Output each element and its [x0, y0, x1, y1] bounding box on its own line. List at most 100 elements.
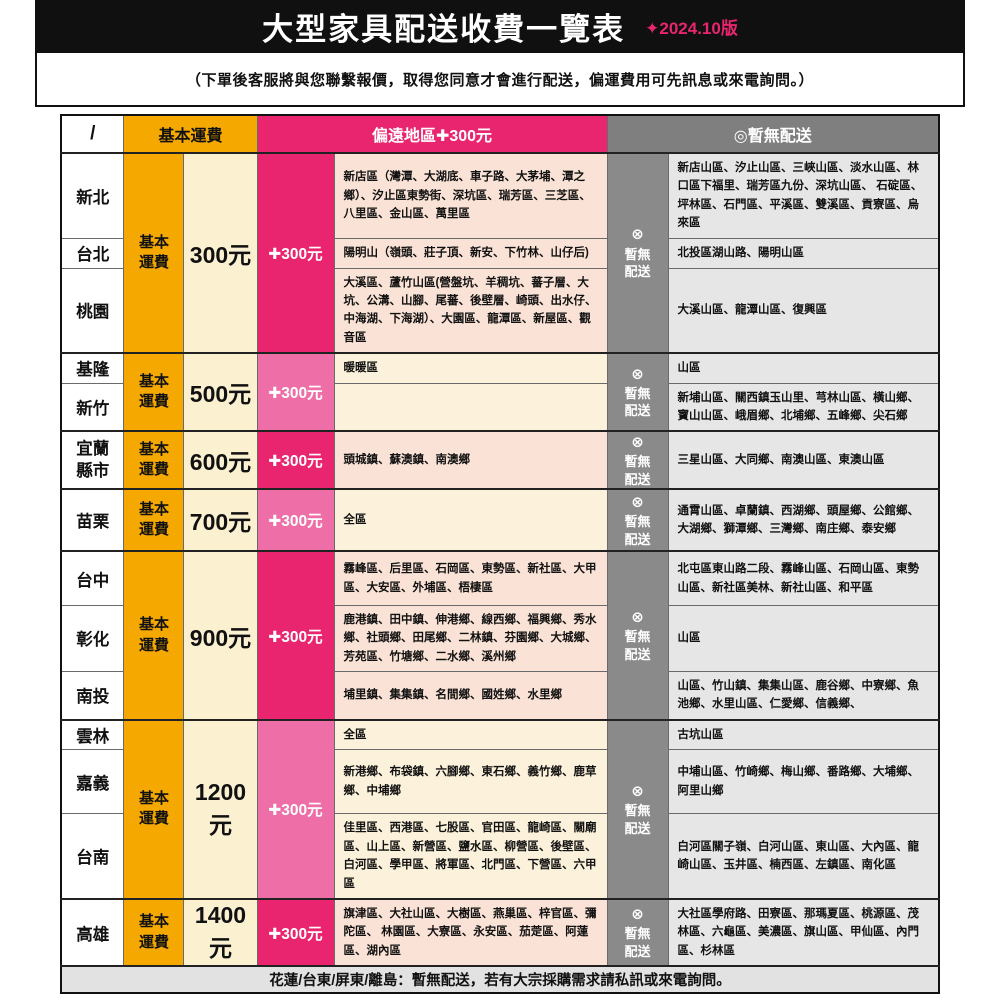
base-fee-label: 基本運費	[123, 550, 185, 721]
no-delivery-areas-cell: 山區	[667, 352, 940, 384]
remote-areas-cell: 新店區（灣潭、大湖底、車子路、大茅埔、潭之鄉）、汐止區東勢街、深坑區、瑞芳區、三…	[333, 151, 608, 239]
region-cell: 台南	[60, 813, 125, 900]
col-header-base-fee: 基本運費	[123, 114, 258, 154]
remote-areas-cell: 全區	[333, 718, 608, 751]
no-delivery-icon: ⊗	[631, 365, 644, 383]
no-delivery-label: ⊗ 暫無配送	[606, 897, 669, 967]
region-cell: 雲林	[60, 718, 125, 751]
table-row: 南投 埔里鎮、集集鎮、名間鄉、國姓鄉、水里鄉 山區、竹山鎮、集集山區、鹿谷鄉、中…	[60, 671, 940, 721]
no-delivery-label: ⊗ 暫無配送	[606, 151, 669, 354]
base-fee-label: 基本運費	[123, 352, 185, 432]
region-cell: 彰化	[60, 604, 125, 673]
base-fee-label: 基本運費	[123, 151, 185, 354]
no-delivery-areas-cell: 北屯區東山路二段、霧峰山區、石岡山區、東勢山區、新社區美林、新社山區、和平區	[667, 550, 940, 606]
no-delivery-areas-cell: 山區、竹山鎮、集集山區、鹿谷鄉、中寮鄉、魚池鄉、水里山區、仁愛鄉、信義鄉、	[667, 671, 940, 721]
no-delivery-areas-cell: 白河區關子嶺、白河山區、東山區、大內區、龍崎山區、玉井區、楠西區、左鎮區、南化區	[667, 813, 940, 900]
no-delivery-label: ⊗ 暫無配送	[606, 718, 669, 900]
plus-fee-cell: ✚300元	[256, 897, 335, 967]
no-delivery-icon: ⊗	[631, 433, 644, 451]
table-row: 桃園 大溪區、蘆竹山區(營盤坑、羊稠坑、蕃子層、大坑、公溝、山腳、尾蕃、後壁層、…	[60, 267, 940, 354]
remote-areas-cell: 佳里區、西港區、七股區、官田區、龍崎區、關廟區、山上區、新營區、鹽水區、柳營區、…	[333, 813, 608, 900]
col-header-no-delivery: ◎暫無配送	[606, 114, 940, 154]
fee-value: 1400元	[183, 897, 258, 967]
plus-fee-cell: ✚300元	[256, 488, 335, 552]
subtitle-text: （下單後客服將與您聯繫報價，取得您同意才會進行配送，偏運費用可先訊息或來電詢問。…	[185, 71, 814, 89]
no-delivery-icon: ⊗	[631, 782, 644, 800]
remote-areas-cell: 鹿港鎮、田中鎮、伸港鄉、線西鄉、福興鄉、秀水鄉、社頭鄉、田尾鄉、二林鎮、芬園鄉、…	[333, 604, 608, 673]
base-fee-label: 基本運費	[123, 488, 185, 552]
no-delivery-areas-cell: 新店山區、汐止山區、三峽山區、淡水山區、林口區下福里、瑞芳區九份、深坑山區、 石…	[667, 151, 940, 239]
region-cell: 新竹	[60, 382, 125, 432]
fee-value: 600元	[183, 430, 258, 490]
no-delivery-label: ⊗ 暫無配送	[606, 488, 669, 552]
region-cell: 新北	[60, 151, 125, 239]
table-row: 彰化 鹿港鎮、田中鎮、伸港鄉、線西鄉、福興鄉、秀水鄉、社頭鄉、田尾鄉、二林鎮、芬…	[60, 604, 940, 673]
subtitle-box: （下單後客服將與您聯繫報價，取得您同意才會進行配送，偏運費用可先訊息或來電詢問。…	[35, 53, 965, 107]
fee-value: 900元	[183, 550, 258, 721]
table-row: 高雄 基本運費 1400元 ✚300元 旗津區、大社山區、大樹區、燕巢區、梓官區…	[60, 897, 940, 967]
col-header-remote: 偏遠地區✚300元	[256, 114, 608, 154]
no-delivery-icon: ⊗	[631, 608, 644, 626]
bottom-note: 花蓮/台東/屏東/離島：暫無配送，若有大宗採購需求請私訊或來電詢問。	[60, 965, 940, 994]
no-delivery-icon: ⊗	[631, 905, 644, 923]
region-cell: 南投	[60, 671, 125, 721]
plus-fee-cell: ✚300元	[256, 550, 335, 721]
plus-fee-cell: ✚300元	[256, 352, 335, 432]
remote-areas-cell: 陽明山（嶺頭、莊子頂、新安、下竹林、山仔后)	[333, 237, 608, 269]
title-bar: 大型家具配送收費一覽表 ✦2024.10版	[35, 0, 965, 53]
table-row: 基隆 基本運費 500元 ✚300元 暖暖區 ⊗ 暫無配送 山區	[60, 352, 940, 432]
region-cell: 苗栗	[60, 488, 125, 552]
table-row: 台北 陽明山（嶺頭、莊子頂、新安、下竹林、山仔后) 北投區湖山路、陽明山區	[60, 237, 940, 269]
fee-value: 300元	[183, 151, 258, 354]
no-delivery-areas-cell: 通霄山區、卓蘭鎮、西湖鄉、頭屋鄉、公館鄉、大湖鄉、獅潭鄉、三灣鄉、南庄鄉、泰安鄉	[667, 488, 940, 552]
remote-areas-cell: 旗津區、大社山區、大樹區、燕巢區、梓官區、彌陀區、 林園區、大寮區、永安區、茄萣…	[333, 897, 608, 967]
no-delivery-label: ⊗ 暫無配送	[606, 550, 669, 721]
no-delivery-areas-cell: 中埔山區、竹崎鄉、梅山鄉、番路鄉、大埔鄉、阿里山鄉	[667, 749, 940, 815]
fee-value: 700元	[183, 488, 258, 552]
no-delivery-label: ⊗ 暫無配送	[606, 430, 669, 490]
table-row: 台中 基本運費 900元 ✚300元 霧峰區、后里區、石岡區、東勢區、新社區、大…	[60, 550, 940, 721]
page-title: 大型家具配送收費一覽表	[262, 12, 626, 47]
no-delivery-areas-cell: 山區	[667, 604, 940, 673]
no-delivery-areas-cell: 大溪山區、龍潭山區、復興區	[667, 267, 940, 354]
col-header-region: /	[60, 114, 125, 154]
no-delivery-areas-cell: 北投區湖山路、陽明山區	[667, 237, 940, 269]
base-fee-label: 基本運費	[123, 430, 185, 490]
base-fee-label: 基本運費	[123, 897, 185, 967]
region-cell: 桃園	[60, 267, 125, 354]
fee-value: 1200元	[183, 718, 258, 900]
region-cell: 嘉義	[60, 749, 125, 815]
no-delivery-areas-cell: 古坑山區	[667, 718, 940, 751]
fee-table: / 基本運費 偏遠地區✚300元 ◎暫無配送 新北 基本運費 300元 ✚300…	[59, 114, 941, 995]
base-fee-label: 基本運費	[123, 718, 185, 900]
table-row: 苗栗 基本運費 700元 ✚300元 全區 ⊗ 暫無配送 通霄山區、卓蘭鎮、西湖鄉…	[60, 488, 940, 552]
region-cell: 台中	[60, 550, 125, 606]
remote-areas-cell: 霧峰區、后里區、石岡區、東勢區、新社區、大甲區、大安區、外埔區、梧棲區	[333, 550, 608, 606]
region-cell: 台北	[60, 237, 125, 269]
remote-areas-cell: 大溪區、蘆竹山區(營盤坑、羊稠坑、蕃子層、大坑、公溝、山腳、尾蕃、後壁層、崎頭、…	[333, 267, 608, 354]
no-delivery-areas-cell: 新埔山區、關西鎮玉山里、芎林山區、橫山鄉、寶山山區、峨眉鄉、北埔鄉、五峰鄉、尖石…	[667, 382, 940, 432]
remote-areas-cell	[333, 382, 608, 432]
region-cell: 宜蘭縣市	[60, 430, 125, 490]
table-row: 雲林 基本運費 1200元 ✚300元 全區 ⊗ 暫無配送 古坑山區	[60, 718, 940, 900]
no-delivery-areas-cell: 三星山區、大同鄉、南澳山區、東澳山區	[667, 430, 940, 490]
no-delivery-icon: ⊗	[631, 226, 644, 244]
plus-fee-cell: ✚300元	[256, 718, 335, 900]
version-badge: ✦2024.10版	[645, 19, 738, 38]
no-delivery-areas-cell: 大社區學府路、田寮區、那瑪夏區、桃源區、茂林區、六龜區、美濃區、旗山區、甲仙區、…	[667, 897, 940, 967]
remote-areas-cell: 新港鄉、布袋鎮、六腳鄉、東石鄉、義竹鄉、鹿草鄉、中埔鄉	[333, 749, 608, 815]
table-row: 新竹 新埔山區、關西鎮玉山里、芎林山區、橫山鄉、寶山山區、峨眉鄉、北埔鄉、五峰鄉…	[60, 382, 940, 432]
remote-areas-cell: 埔里鎮、集集鎮、名間鄉、國姓鄉、水里鄉	[333, 671, 608, 721]
remote-areas-cell: 頭城鎮、蘇澳鎮、南澳鄉	[333, 430, 608, 490]
no-delivery-label: ⊗ 暫無配送	[606, 352, 669, 432]
table-row: 台南 佳里區、西港區、七股區、官田區、龍崎區、關廟區、山上區、新營區、鹽水區、柳…	[60, 813, 940, 900]
table-row: 宜蘭縣市 基本運費 600元 ✚300元 頭城鎮、蘇澳鎮、南澳鄉 ⊗ 暫無配送 三…	[60, 430, 940, 490]
table-row: 嘉義 新港鄉、布袋鎮、六腳鄉、東石鄉、義竹鄉、鹿草鄉、中埔鄉 中埔山區、竹崎鄉、…	[60, 749, 940, 815]
plus-fee-cell: ✚300元	[256, 151, 335, 354]
fee-value: 500元	[183, 352, 258, 432]
region-cell: 高雄	[60, 897, 125, 967]
region-cell: 基隆	[60, 352, 125, 384]
remote-areas-cell: 暖暖區	[333, 352, 608, 384]
no-delivery-icon: ⊗	[631, 493, 644, 511]
